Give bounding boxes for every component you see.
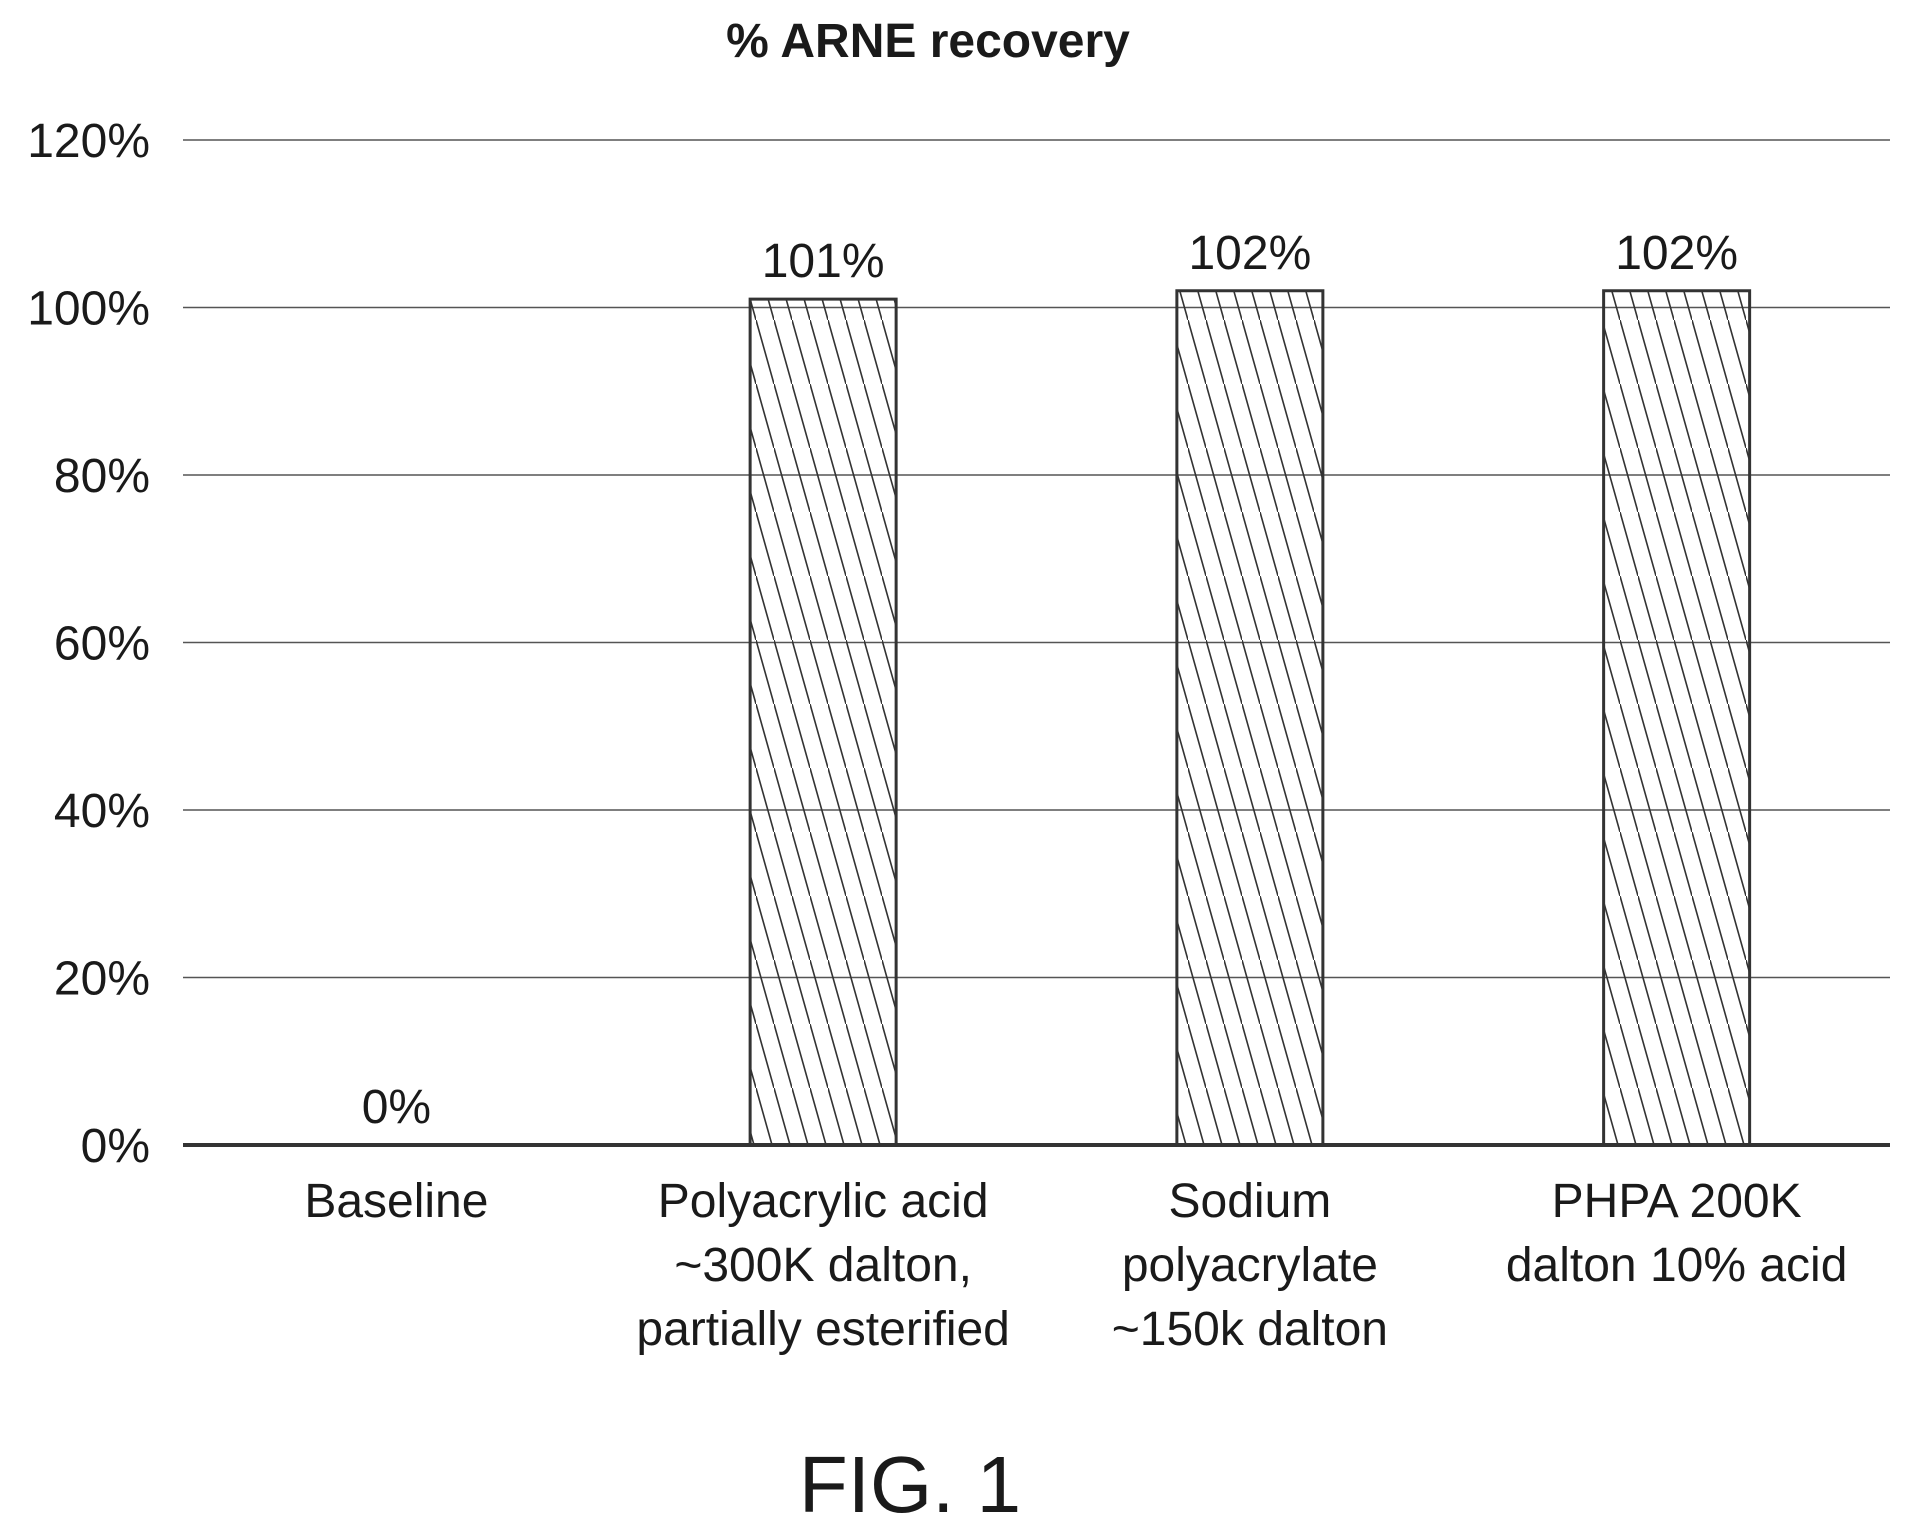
data-label: 101%: [762, 235, 885, 288]
data-label: 102%: [1615, 227, 1738, 280]
chart-title: % ARNE recovery: [726, 15, 1130, 68]
x-tick-label: Sodium polyacrylate ~150k dalton: [1112, 1175, 1388, 1356]
x-tick-label: Polyacrylic acid ~300K dalton, partially e…: [636, 1175, 1010, 1356]
x-tick-label-line: ~150k dalton: [1112, 1303, 1388, 1356]
x-tick-label: Baseline: [304, 1175, 488, 1228]
y-tick-label: 0%: [81, 1120, 150, 1173]
figure-caption: FIG. 1: [799, 1440, 1021, 1520]
data-label: 0%: [362, 1081, 431, 1134]
x-tick-label-line: Baseline: [304, 1175, 488, 1228]
y-tick-label: 80%: [54, 450, 150, 503]
x-tick-label-line: polyacrylate: [1122, 1239, 1378, 1292]
y-tick-label: 20%: [54, 953, 150, 1006]
data-labels: 0% 101% 102% 102%: [362, 227, 1738, 1134]
data-label: 102%: [1188, 227, 1311, 280]
x-tick-label-line: partially esterified: [636, 1303, 1010, 1356]
y-axis-tick-labels: 0% 20% 40% 60% 80% 100% 120%: [27, 115, 150, 1173]
bar: [1602, 289, 1752, 1147]
x-tick-label: PHPA 200K dalton 10% acid: [1506, 1175, 1848, 1292]
x-tick-label-line: ~300K dalton,: [674, 1239, 972, 1292]
y-tick-label: 120%: [27, 115, 150, 168]
y-tick-label: 60%: [54, 618, 150, 671]
x-tick-label-line: Sodium: [1169, 1175, 1332, 1228]
y-tick-label: 40%: [54, 785, 150, 838]
x-axis-category-labels: Baseline Polyacrylic acid ~300K dalton, par…: [304, 1175, 1847, 1356]
bars: [748, 289, 1752, 1147]
bar: [748, 297, 898, 1147]
x-tick-label-line: dalton 10% acid: [1506, 1239, 1848, 1292]
bar: [1175, 289, 1325, 1147]
x-tick-label-line: Polyacrylic acid: [658, 1175, 989, 1228]
x-tick-label-line: PHPA 200K: [1552, 1175, 1802, 1228]
y-tick-label: 100%: [27, 283, 150, 336]
